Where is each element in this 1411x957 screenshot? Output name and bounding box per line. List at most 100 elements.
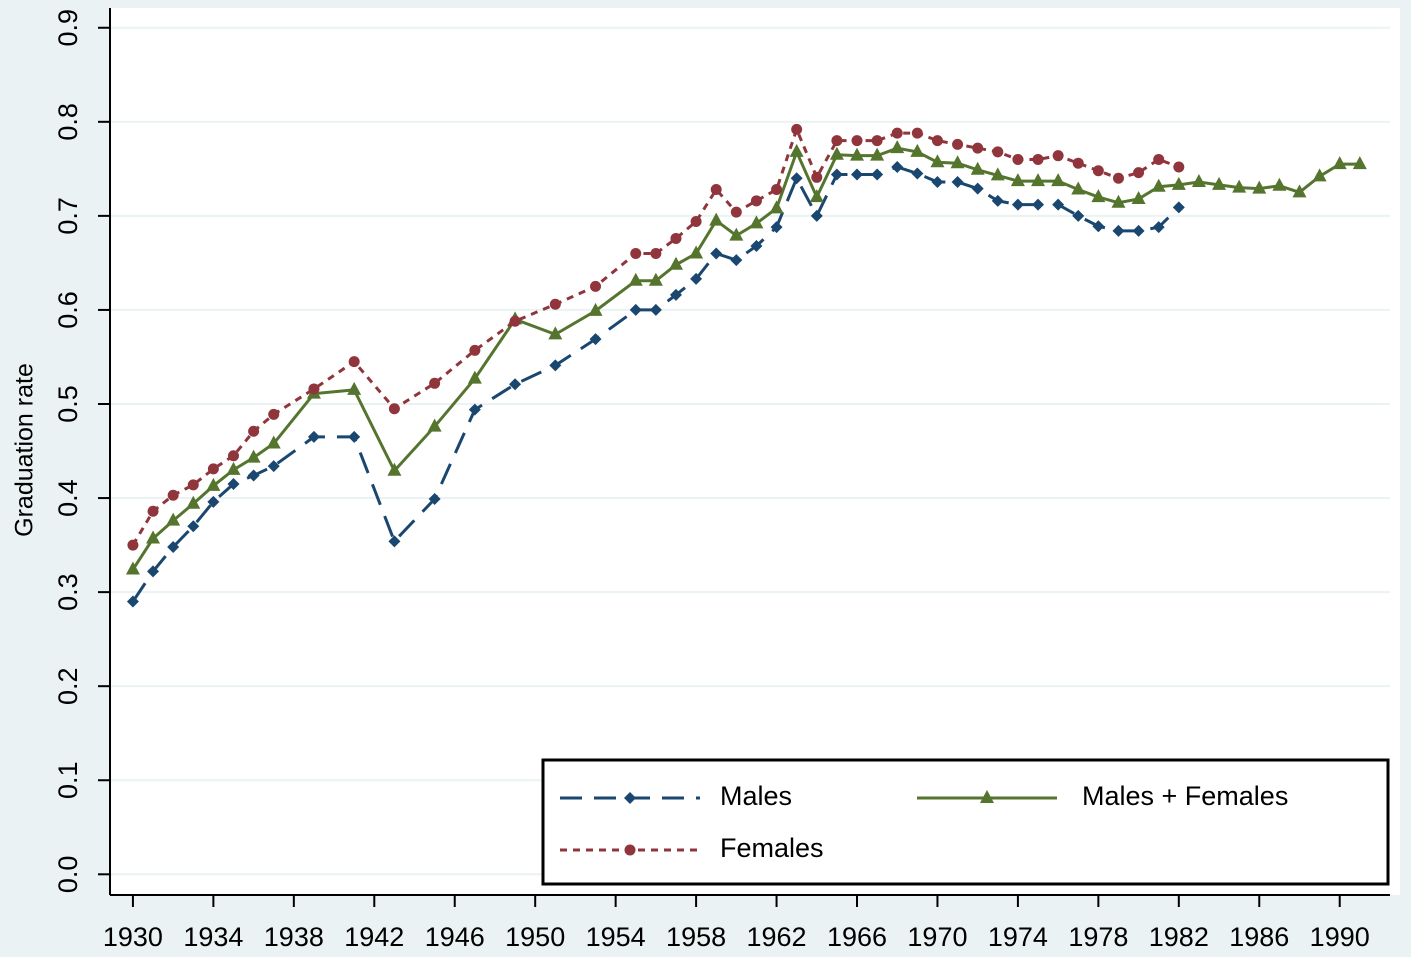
y-tick-label: 0.4 — [53, 479, 83, 517]
y-tick-label: 0.0 — [53, 856, 83, 894]
marker — [467, 370, 482, 384]
marker — [146, 530, 161, 544]
marker — [166, 512, 181, 526]
marker — [427, 418, 442, 432]
marker — [1132, 224, 1145, 237]
marker — [1312, 168, 1327, 182]
marker — [851, 135, 863, 147]
marker — [990, 167, 1005, 181]
marker — [910, 143, 925, 157]
y-tick-label: 0.5 — [53, 385, 83, 423]
legend-box — [541, 758, 1390, 886]
marker — [1092, 220, 1105, 233]
marker — [931, 176, 944, 189]
marker — [1131, 190, 1146, 204]
marker — [1071, 181, 1086, 195]
x-tick-label: 1990 — [1310, 922, 1370, 952]
x-tick-label: 1938 — [264, 922, 324, 952]
marker — [790, 172, 803, 185]
marker — [850, 147, 865, 161]
marker — [951, 176, 964, 189]
marker — [127, 539, 139, 551]
marker — [851, 168, 864, 181]
plot-area — [110, 8, 1400, 895]
marker — [207, 495, 220, 508]
marker — [1272, 177, 1287, 191]
marker — [669, 288, 682, 301]
marker — [509, 378, 522, 391]
series — [127, 123, 1185, 551]
marker — [830, 168, 843, 181]
marker — [931, 135, 943, 147]
y-tick-label: 0.7 — [53, 197, 83, 235]
marker — [347, 381, 362, 395]
marker — [548, 326, 563, 340]
x-tick-label: 1954 — [586, 922, 646, 952]
marker — [1173, 161, 1185, 173]
marker — [126, 595, 139, 608]
marker — [187, 479, 199, 491]
marker — [1051, 173, 1066, 187]
marker — [227, 477, 240, 490]
marker — [1191, 174, 1206, 188]
marker — [388, 535, 401, 548]
marker — [891, 160, 904, 173]
marker — [689, 245, 704, 259]
marker — [1153, 153, 1165, 165]
marker — [469, 344, 481, 356]
marker — [911, 127, 923, 139]
marker — [709, 212, 724, 226]
marker — [147, 505, 159, 517]
marker — [1252, 180, 1267, 194]
marker — [588, 302, 603, 316]
marker — [186, 495, 201, 509]
marker — [247, 469, 260, 482]
marker — [1052, 198, 1065, 211]
marker — [227, 450, 239, 462]
marker — [791, 123, 803, 135]
marker — [1152, 221, 1165, 234]
marker — [187, 520, 200, 533]
marker — [207, 463, 219, 475]
marker — [1032, 153, 1044, 165]
marker — [348, 356, 360, 368]
marker — [891, 127, 903, 139]
marker — [1072, 209, 1085, 222]
marker — [991, 194, 1004, 207]
marker — [950, 155, 965, 169]
marker — [1111, 194, 1126, 208]
marker — [307, 430, 320, 443]
marker — [750, 239, 763, 252]
marker — [147, 565, 160, 578]
marker — [730, 206, 742, 218]
marker — [1292, 184, 1307, 198]
marker — [1052, 150, 1064, 162]
y-axis-title: Graduation rate — [11, 363, 39, 537]
marker — [829, 146, 844, 160]
marker — [348, 430, 361, 443]
marker — [1032, 198, 1045, 211]
legend-label: Males — [720, 781, 792, 811]
marker — [1232, 179, 1247, 193]
marker — [1010, 173, 1025, 187]
marker — [167, 540, 180, 553]
marker — [871, 168, 884, 181]
marker — [624, 844, 636, 856]
x-tick-label: 1946 — [425, 922, 485, 952]
marker — [650, 248, 662, 260]
marker — [771, 184, 783, 196]
marker — [1091, 189, 1106, 203]
marker — [911, 167, 924, 180]
legend-label: Males + Females — [1082, 781, 1288, 811]
marker — [589, 333, 602, 346]
marker — [1011, 198, 1024, 211]
y-tick-label: 0.2 — [53, 667, 83, 705]
marker — [429, 377, 441, 389]
marker — [246, 449, 261, 463]
marker — [769, 200, 784, 214]
marker — [992, 146, 1004, 158]
marker — [1151, 178, 1166, 192]
marker — [648, 272, 663, 286]
marker — [668, 256, 683, 270]
marker — [811, 171, 823, 183]
